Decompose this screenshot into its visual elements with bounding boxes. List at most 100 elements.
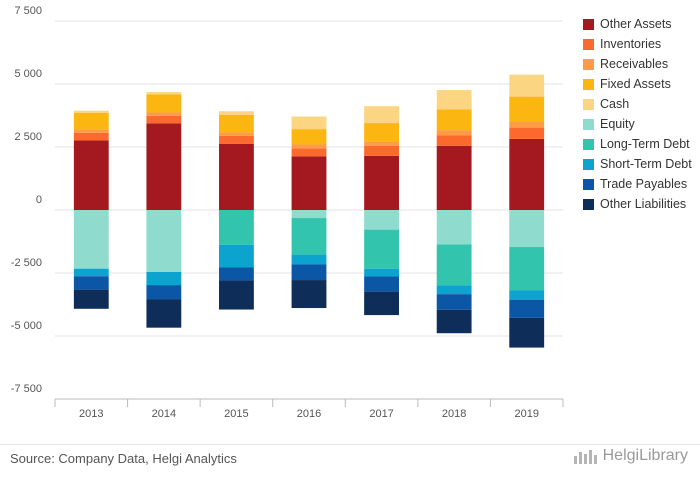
legend-label: Other Assets: [600, 17, 672, 31]
bar-segment: [509, 299, 545, 318]
x-tick-label: 2018: [442, 408, 466, 420]
bar-segment: [436, 294, 472, 310]
bar-segment: [436, 109, 472, 131]
bar-segment: [73, 210, 109, 269]
legend-swatch: [583, 38, 594, 50]
legend-item: Equity: [583, 114, 700, 134]
bar-segment: [509, 74, 545, 97]
bar-segment: [291, 218, 327, 255]
bar-segment: [146, 285, 182, 300]
bar-segment: [364, 276, 399, 292]
footer-divider: [0, 444, 700, 445]
bar-segment: [436, 90, 472, 110]
legend-label: Fixed Assets: [600, 77, 671, 91]
bar-segment: [436, 210, 472, 245]
legend-label: Inventories: [600, 37, 662, 51]
bar-segment: [364, 145, 399, 156]
logo-icon: [573, 450, 597, 464]
y-tick-label: -7 500: [11, 383, 42, 395]
legend-item: Receivables: [583, 54, 700, 74]
legend-item: Long-Term Debt: [583, 134, 700, 154]
bar-segment: [436, 244, 472, 286]
legend-item: Other Assets: [583, 14, 700, 34]
bar-segment: [436, 130, 472, 136]
legend-swatch: [583, 118, 594, 130]
bar-segment: [73, 112, 109, 130]
helgi-library-logo: HelgiLibrary: [573, 447, 688, 465]
bar-segment: [146, 115, 182, 124]
bar-segment: [509, 247, 545, 291]
bar-segment: [509, 122, 545, 128]
legend-label: Short-Term Debt: [600, 157, 692, 171]
bar-segment: [146, 112, 182, 116]
legend-label: Receivables: [600, 57, 669, 71]
bar-segment: [291, 210, 327, 219]
axes: 7 500 5 000 2 500 0 -2 500 -5 000 -7 500 2013 20…: [11, 5, 564, 420]
bar-segment: [364, 268, 399, 277]
legend-swatch: [583, 98, 594, 110]
legend-label: Trade Payables: [600, 177, 688, 191]
legend-swatch: [583, 18, 594, 30]
bar-segment: [364, 229, 399, 269]
bar-segment: [146, 210, 182, 272]
bar-segment: [436, 285, 472, 295]
y-tick-label: 5 000: [14, 68, 42, 80]
x-tick-label: 2015: [224, 408, 248, 420]
y-tick-label: -2 500: [11, 257, 42, 269]
x-tick-label: 2017: [369, 408, 393, 420]
legend-item: Other Liabilities: [583, 194, 700, 214]
bar-segment: [364, 123, 399, 142]
legend-label: Equity: [600, 117, 635, 131]
bar-segment: [436, 145, 472, 210]
y-tick-label: 0: [36, 194, 42, 206]
bar-segment: [219, 244, 254, 268]
bar-segment: [219, 267, 254, 281]
bar-segment: [509, 210, 545, 248]
bar-segment: [291, 280, 327, 309]
legend-label: Other Liabilities: [600, 197, 687, 211]
bar-segment: [291, 264, 327, 281]
bar-stacks: [73, 74, 545, 348]
bar-segment: [291, 116, 327, 130]
bar-segment: [146, 271, 182, 286]
bar-segment: [73, 140, 109, 210]
bar-segment: [509, 96, 545, 123]
y-tick-label: 2 500: [14, 131, 42, 143]
legend-swatch: [583, 58, 594, 70]
y-tick-label: 7 500: [14, 5, 42, 17]
bar-segment: [146, 123, 182, 210]
bar-segment: [73, 289, 109, 309]
legend-swatch: [583, 78, 594, 90]
legend-item: Inventories: [583, 34, 700, 54]
bar-segment: [364, 106, 399, 124]
bar-segment: [146, 92, 182, 95]
bar-segment: [73, 129, 109, 133]
bar-segment: [219, 210, 254, 245]
legend-item: Trade Payables: [583, 174, 700, 194]
bar-segment: [73, 110, 109, 113]
bar-segment: [73, 132, 109, 141]
bar-segment: [509, 317, 545, 348]
bar-segment: [509, 127, 545, 139]
legend-swatch: [583, 178, 594, 190]
legend-swatch: [583, 198, 594, 210]
y-tick-label: -5 000: [11, 320, 42, 332]
bar-segment: [364, 210, 399, 230]
legend-item: Fixed Assets: [583, 74, 700, 94]
bar-segment: [291, 254, 327, 265]
bar-segment: [364, 155, 399, 210]
bar-segment: [146, 299, 182, 328]
bar-segment: [291, 148, 327, 157]
bar-segment: [219, 135, 254, 144]
bar-segment: [219, 143, 254, 210]
bar-segment: [364, 141, 399, 146]
legend-swatch: [583, 138, 594, 150]
x-tick-label: 2016: [297, 408, 321, 420]
x-tick-label: 2014: [152, 408, 176, 420]
legend-label: Long-Term Debt: [600, 137, 690, 151]
legend-item: Cash: [583, 94, 700, 114]
legend-item: Short-Term Debt: [583, 154, 700, 174]
legend-label: Cash: [600, 97, 630, 111]
bar-segment: [219, 280, 254, 310]
bar-segment: [146, 94, 182, 113]
